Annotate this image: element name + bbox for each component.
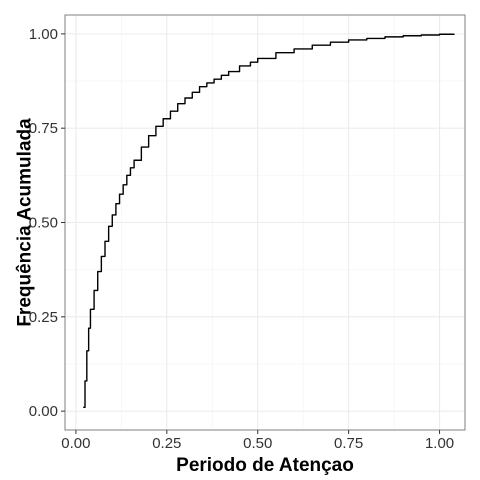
- x-axis-title: Periodo de Atençao: [176, 455, 354, 476]
- y-tick-label: 0.75: [29, 120, 58, 137]
- cumulative-frequency-line: [83, 33, 455, 409]
- y-tick-label: 1.00: [29, 26, 58, 43]
- x-tick-label: 1.00: [425, 435, 454, 452]
- x-tick-label: 0.50: [243, 435, 272, 452]
- y-axis-ticks: 0.00 0.25 0.50 0.75 1.00: [29, 26, 65, 420]
- y-tick-label: 0.25: [29, 309, 58, 326]
- x-tick-label: 0.25: [152, 435, 181, 452]
- major-gridlines: [65, 15, 465, 430]
- x-tick-label: 0.00: [61, 435, 90, 452]
- x-tick-label: 0.75: [334, 435, 363, 452]
- y-tick-label: 0.00: [29, 403, 58, 420]
- y-tick-label: 0.50: [29, 215, 58, 232]
- y-axis-title: Frequência Acumulada: [15, 118, 36, 327]
- series-layer: [83, 33, 455, 409]
- x-axis-ticks: 0.00 0.25 0.50 0.75 1.00: [61, 430, 454, 452]
